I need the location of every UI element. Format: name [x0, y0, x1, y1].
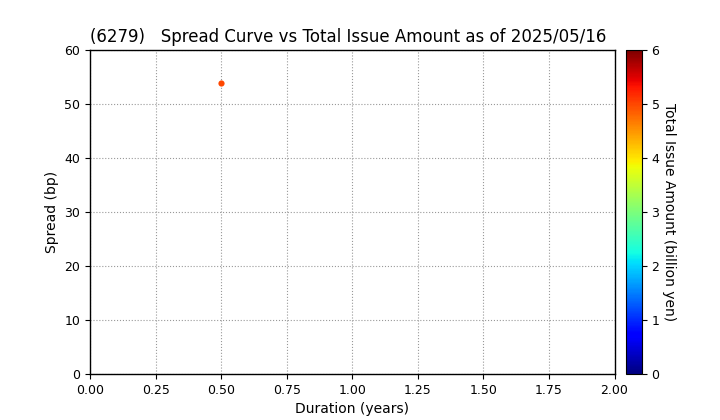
- X-axis label: Duration (years): Duration (years): [295, 402, 409, 416]
- Y-axis label: Spread (bp): Spread (bp): [45, 171, 59, 253]
- Point: [215, 79, 227, 86]
- Text: (6279)   Spread Curve vs Total Issue Amount as of 2025/05/16: (6279) Spread Curve vs Total Issue Amoun…: [90, 28, 606, 46]
- Y-axis label: Total Issue Amount (billion yen): Total Issue Amount (billion yen): [662, 103, 676, 321]
